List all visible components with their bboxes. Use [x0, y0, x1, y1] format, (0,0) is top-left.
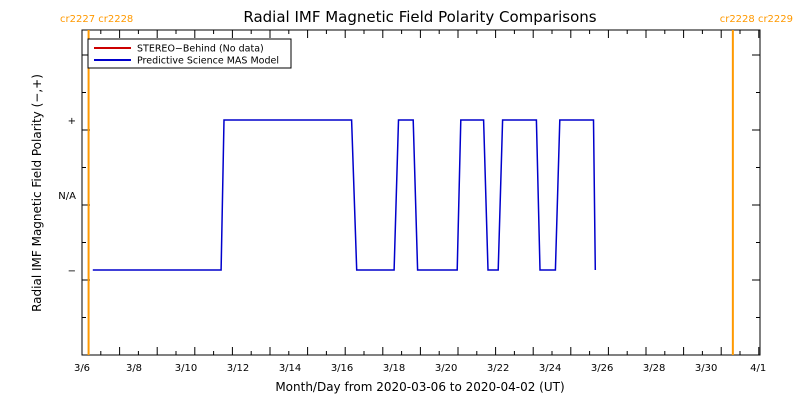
x-tick-label: 4/1 — [750, 363, 766, 374]
y-tick-label: + — [68, 116, 76, 127]
series-group — [92, 119, 597, 271]
x-tick-label: 3/22 — [487, 363, 509, 374]
y-ticks: + N/A − — [58, 54, 760, 356]
y-tick-label: − — [68, 266, 76, 277]
carrington-marker-label: cr2227 cr2228 — [60, 14, 133, 25]
x-ticks: 3/6 3/8 3/10 3/12 3/14 3/16 3/18 3/20 3/22 3/24 3/… — [74, 30, 766, 374]
x-tick-label: 3/26 — [591, 363, 613, 374]
legend: STEREO−Behind (No data) Predictive Scien… — [87, 38, 292, 69]
legend-box — [87, 38, 292, 69]
x-tick-label: 3/30 — [695, 363, 717, 374]
carrington-marker-label: cr2228 cr2229 — [720, 14, 793, 25]
x-axis-label: Month/Day from 2020-03-06 to 2020-04-02 … — [275, 380, 564, 394]
legend-label-mas-model: Predictive Science MAS Model — [137, 56, 279, 67]
x-tick-label: 3/6 — [74, 363, 90, 374]
chart-title: Radial IMF Magnetic Field Polarity Compa… — [243, 8, 596, 26]
plot-frame — [81, 29, 761, 356]
x-tick-label: 3/20 — [435, 363, 457, 374]
x-tick-label: 3/12 — [227, 363, 249, 374]
x-tick-label: 3/24 — [539, 363, 561, 374]
y-axis-label: Radial IMF Magnetic Field Polarity (−,+) — [30, 74, 44, 312]
legend-label-stereo: STEREO−Behind (No data) — [137, 44, 264, 55]
x-tick-label: 3/18 — [383, 363, 405, 374]
x-tick-label: 3/10 — [175, 363, 197, 374]
x-tick-label: 3/8 — [126, 363, 142, 374]
y-tick-label: N/A — [58, 191, 76, 202]
x-tick-label: 3/28 — [643, 363, 665, 374]
x-tick-label: 3/14 — [279, 363, 301, 374]
series-line-mas-model — [92, 119, 597, 271]
x-tick-label: 3/16 — [331, 363, 353, 374]
carrington-markers: cr2227 cr2228 cr2228 cr2229 — [60, 14, 793, 355]
